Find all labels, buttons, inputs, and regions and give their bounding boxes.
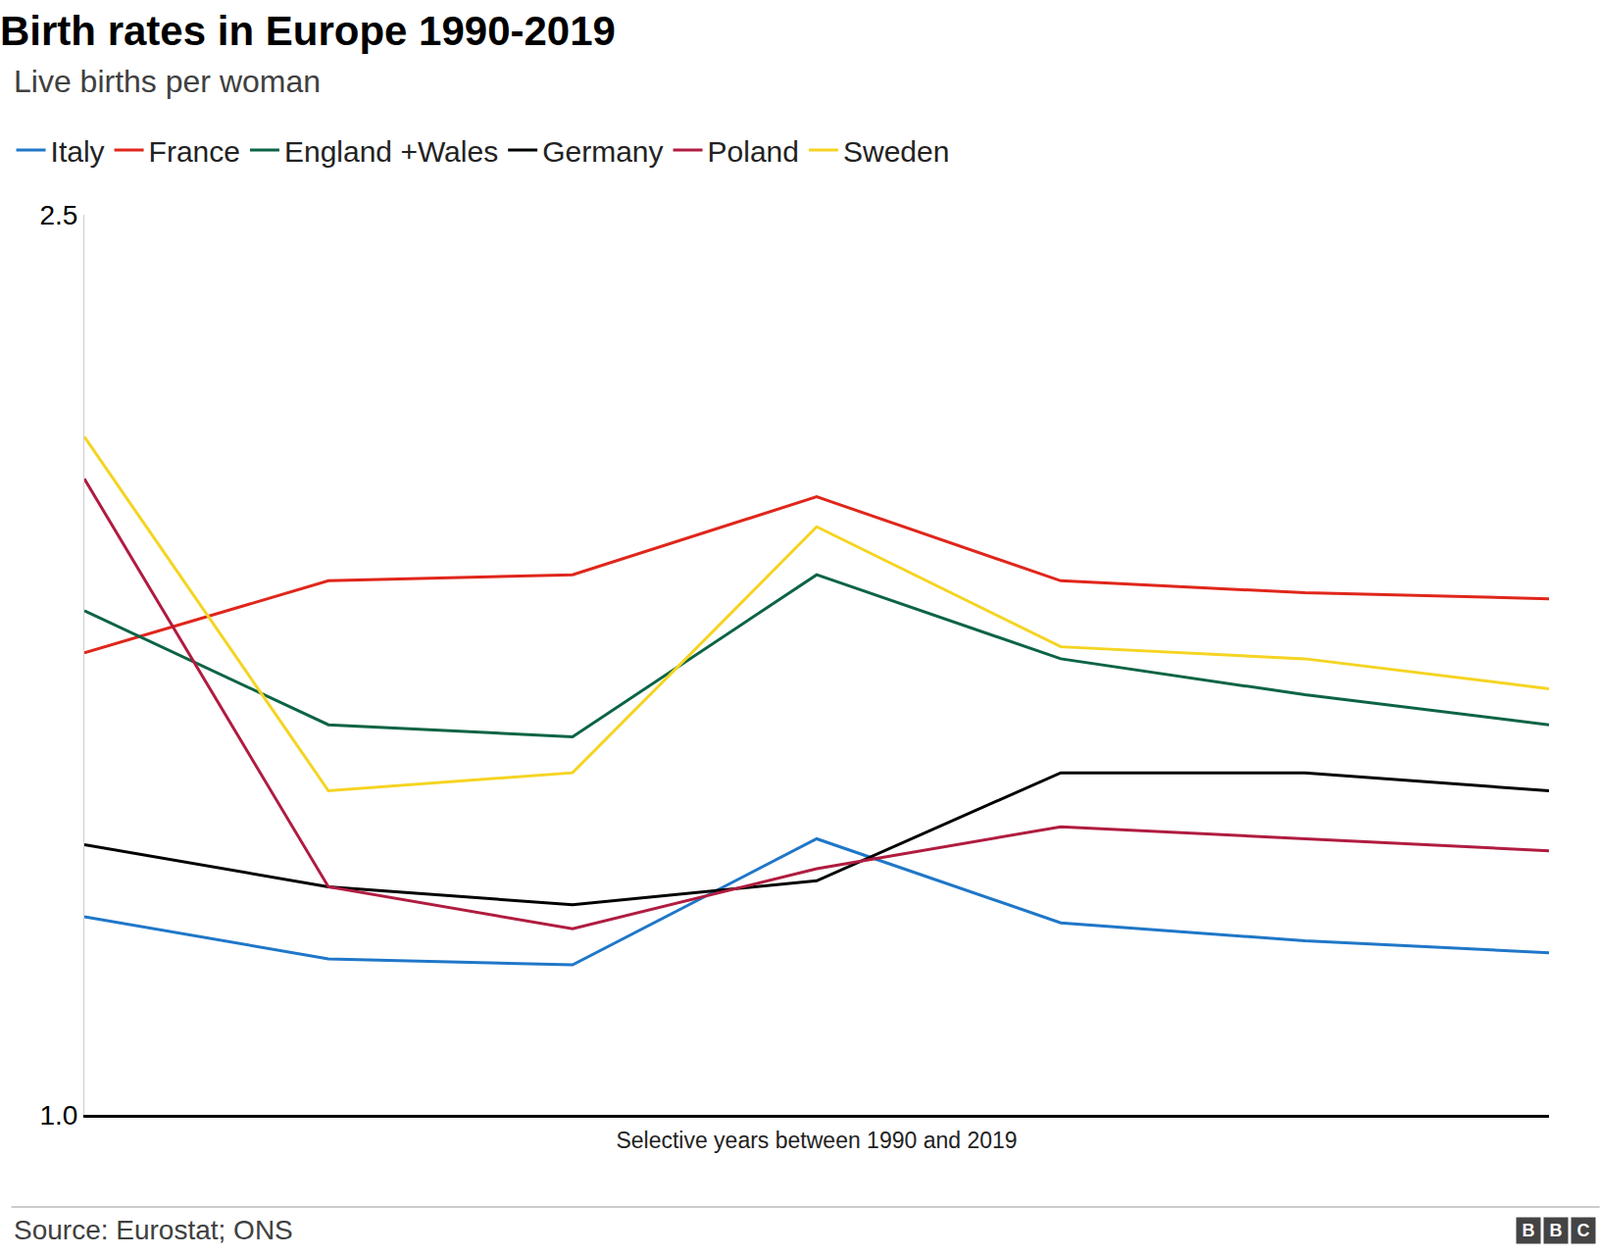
svg-text:B: B (1522, 1220, 1536, 1241)
svg-text:France: France (149, 135, 241, 168)
svg-text:Sweden: Sweden (843, 135, 950, 168)
svg-text:Live births per woman: Live births per woman (13, 63, 321, 100)
svg-text:Birth rates in Europe 1990-201: Birth rates in Europe 1990-2019 (0, 7, 616, 54)
svg-text:1.0: 1.0 (39, 1100, 78, 1131)
svg-text:B: B (1550, 1220, 1563, 1241)
svg-text:England +Wales: England +Wales (284, 135, 499, 168)
svg-text:Source: Eurostat; ONS: Source: Eurostat; ONS (13, 1214, 294, 1246)
svg-text:Poland: Poland (707, 135, 800, 168)
svg-text:Italy: Italy (50, 135, 105, 168)
svg-text:Germany: Germany (542, 135, 663, 168)
svg-text:2.5: 2.5 (39, 200, 78, 231)
svg-text:Selective years between 1990 a: Selective years between 1990 and 2019 (615, 1127, 1017, 1153)
svg-text:C: C (1577, 1220, 1591, 1241)
